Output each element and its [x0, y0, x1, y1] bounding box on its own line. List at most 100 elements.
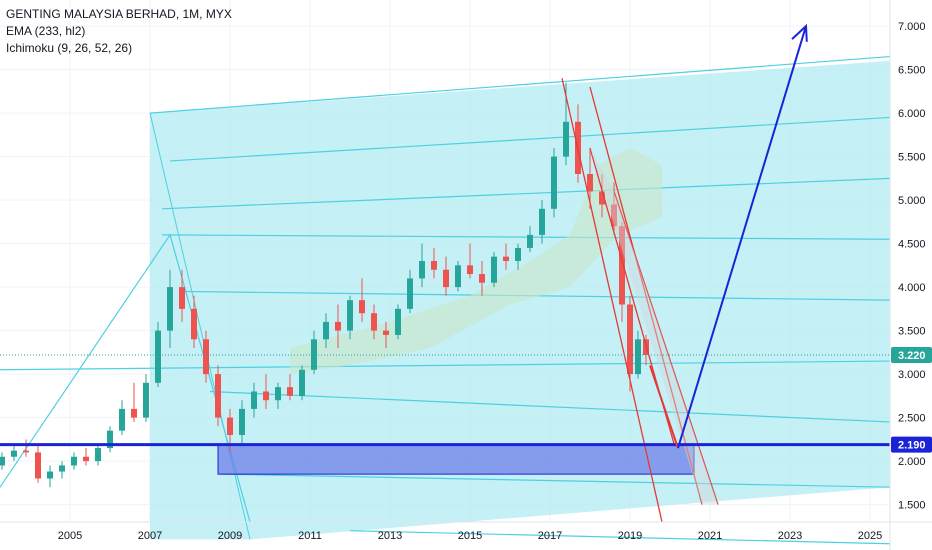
candle-body-24	[287, 387, 293, 396]
trend-line-red-1	[589, 86, 703, 505]
ichimoku-indicator-label[interactable]: Ichimoku (9, 26, 52, 26)	[6, 41, 133, 55]
pitchfork-line-0	[149, 55, 891, 114]
candle-body-39	[467, 265, 473, 275]
candle-body-42	[503, 256, 509, 261]
price-tick-3: 3.000	[898, 369, 926, 381]
overlays	[0, 23, 890, 523]
candle-body-37	[443, 269, 449, 288]
candle-body-14	[167, 287, 173, 331]
support-zone	[217, 444, 695, 475]
last-price-tag: 3.220	[898, 350, 926, 362]
price-tick-9: 6.000	[898, 108, 926, 120]
candle-body-23	[275, 387, 281, 401]
candle-body-0	[0, 456, 5, 466]
drawings	[0, 55, 891, 545]
price-tick-8: 5.500	[898, 152, 926, 164]
symbol-title[interactable]: GENTING MALAYSIA BERHAD, 1M, MYX	[6, 7, 232, 21]
time-tick-4: 2013	[378, 530, 402, 542]
candle-body-51	[611, 204, 617, 227]
candle-body-40	[479, 274, 485, 283]
pitchfork-line-8	[349, 530, 891, 545]
support-price-tag-bg	[891, 436, 932, 453]
pitchfork-line-3	[161, 234, 891, 240]
time-tick-3: 2011	[298, 530, 322, 542]
candle-body-49	[587, 174, 593, 192]
blue-projection-arrow	[677, 25, 807, 449]
candle-body-50	[599, 191, 605, 205]
candle-body-3	[35, 452, 41, 479]
candle-body-31	[371, 313, 377, 331]
candle-body-1	[11, 450, 17, 457]
price-tick-11: 7.000	[898, 21, 926, 33]
candle-body-46	[551, 156, 557, 209]
candle-body-22	[263, 391, 269, 401]
candle-body-35	[419, 261, 425, 279]
red-channel-fill	[590, 147, 718, 505]
candle-body-33	[395, 308, 401, 335]
support-price-tag: 2.190	[898, 440, 926, 452]
candle-body-9	[107, 430, 113, 449]
price-axis[interactable]: 1.500 2.000 2.500 3.000 3.500 4.000 4.500 5.000…	[898, 21, 926, 512]
candle-body-15	[179, 287, 185, 309]
price-tick-4: 3.500	[898, 326, 926, 338]
ema-indicator-label[interactable]: EMA (233, hl2)	[6, 24, 86, 38]
time-tick-1: 2007	[138, 530, 162, 542]
candle-body-13	[155, 330, 161, 383]
time-axis[interactable]: 2005 2007 2009 2011 2013 2015 2017 2019 2021 2023…	[58, 530, 882, 542]
time-tick-2: 2009	[218, 530, 242, 542]
candle-body-25	[299, 369, 305, 396]
time-tick-7: 2019	[618, 530, 642, 542]
candle-body-30	[359, 300, 365, 314]
time-tick-5: 2015	[458, 530, 482, 542]
price-tags: 3.220 2.190	[891, 346, 932, 453]
candle-body-38	[455, 265, 461, 288]
time-tick-9: 2023	[778, 530, 802, 542]
candles	[0, 82, 649, 488]
candle-body-47	[563, 121, 569, 157]
candle-body-21	[251, 391, 257, 409]
candle-body-16	[191, 308, 197, 340]
pitchfork-line-6	[209, 390, 891, 423]
price-tick-10: 6.500	[898, 65, 926, 77]
candle-body-2	[23, 450, 29, 453]
candle-body-36	[431, 261, 437, 270]
time-tick-8: 2021	[698, 530, 722, 542]
candle-body-5	[59, 465, 65, 472]
ichimoku-cloud	[290, 147, 662, 375]
price-tick-0: 1.500	[898, 500, 926, 512]
chart-legend: GENTING MALAYSIA BERHAD, 1M, MYX EMA (23…	[6, 6, 232, 57]
price-tick-7: 5.000	[898, 195, 926, 207]
blue-arrow-head	[791, 23, 808, 42]
candle-body-53	[627, 304, 633, 375]
price-tick-1: 2.000	[898, 456, 926, 468]
candle-body-29	[347, 300, 353, 331]
candle-body-43	[515, 247, 521, 261]
time-tick-10: 2025	[858, 530, 882, 542]
candle-body-27	[323, 321, 329, 340]
candle-body-4	[47, 471, 53, 479]
candle-body-44	[527, 234, 533, 248]
candle-body-32	[383, 330, 389, 335]
candle-body-20	[239, 408, 245, 435]
candle-body-45	[539, 208, 545, 235]
time-tick-0: 2005	[58, 530, 82, 542]
candle-body-28	[335, 321, 341, 331]
candle-body-26	[311, 339, 317, 370]
pitchfork-line-2	[161, 177, 891, 210]
pitchfork-line-1	[169, 116, 891, 162]
trend-line-red-0	[561, 78, 663, 523]
candle-body-7	[83, 456, 89, 462]
candle-body-17	[203, 339, 209, 375]
candle-body-19	[227, 417, 233, 435]
candle-body-10	[119, 408, 125, 431]
candle-body-11	[131, 408, 137, 418]
candle-body-18	[215, 374, 221, 418]
last-price-tag-bg	[891, 346, 932, 363]
price-tick-2: 2.500	[898, 413, 926, 425]
candle-body-6	[71, 456, 77, 466]
candle-body-41	[491, 256, 497, 283]
time-tick-6: 2017	[538, 530, 562, 542]
candle-body-52	[619, 226, 625, 305]
pitchfork-line-7	[221, 473, 891, 488]
